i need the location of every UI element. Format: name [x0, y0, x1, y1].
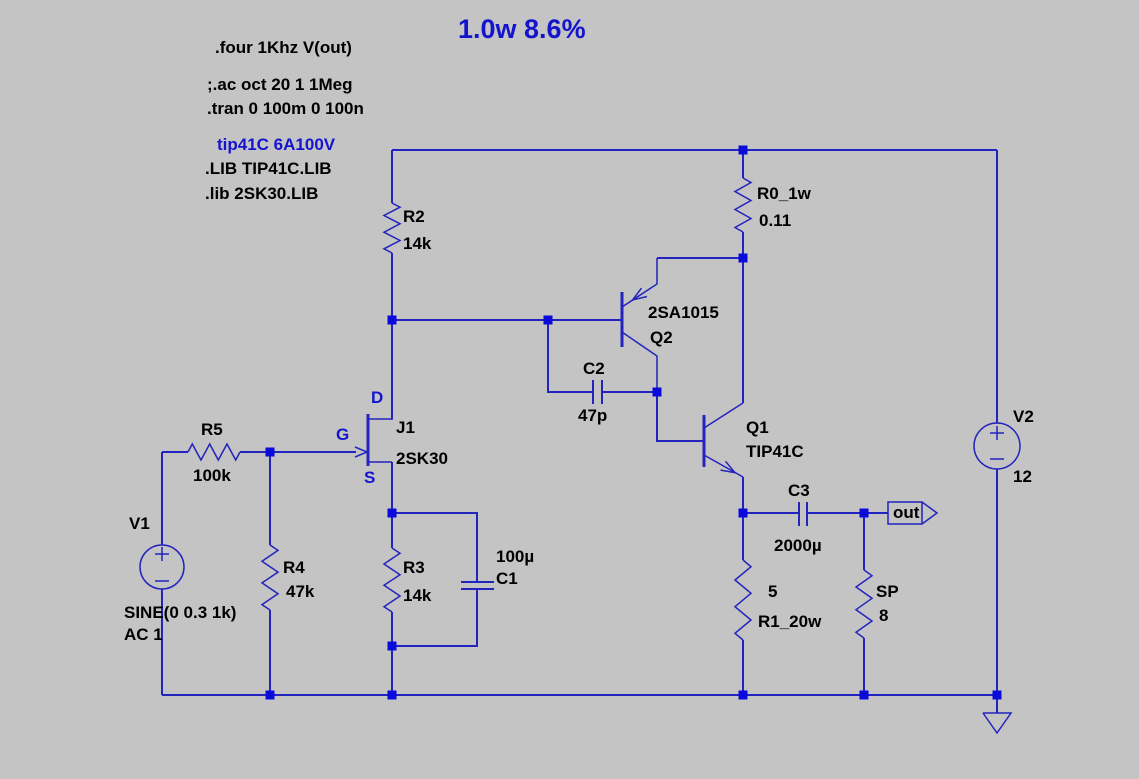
directive-ac[interactable]: ;.ac oct 20 1 1Meg: [207, 75, 353, 94]
ground-symbol[interactable]: [982, 695, 1013, 735]
resistor-r2-symbol[interactable]: [382, 202, 402, 254]
resistor-r1-symbol[interactable]: [733, 559, 753, 641]
q2-type-label[interactable]: 2SA1015: [648, 303, 719, 322]
capacitor-c3-symbol[interactable]: [798, 502, 808, 526]
r5-name-label[interactable]: R5: [201, 420, 223, 439]
c1-value-label[interactable]: 100µ: [496, 547, 535, 566]
r2-value-label[interactable]: 14k: [403, 234, 432, 253]
r1-value-label[interactable]: 5: [768, 582, 778, 601]
directive-lib-tip41c[interactable]: .LIB TIP41C.LIB: [205, 159, 332, 178]
resistor-r0-symbol[interactable]: [733, 177, 753, 233]
c2-name-label[interactable]: C2: [583, 359, 605, 378]
q1-name-label[interactable]: Q1: [746, 418, 769, 437]
sp-name-label[interactable]: SP: [876, 582, 899, 601]
capacitor-c2-symbol[interactable]: [592, 380, 603, 404]
r1-name-label[interactable]: R1_20w: [758, 612, 822, 631]
resistor-r4-symbol[interactable]: [260, 544, 280, 611]
voltage-source-v2-symbol[interactable]: [973, 422, 1021, 470]
j1-name-label[interactable]: J1: [396, 418, 415, 437]
c2-value-label[interactable]: 47p: [578, 406, 608, 425]
r5-value-label[interactable]: 100k: [193, 466, 231, 485]
comment-tip41c[interactable]: tip41C 6A100V: [217, 135, 336, 154]
j1-type-label[interactable]: 2SK30: [396, 449, 448, 468]
v1-value-label[interactable]: SINE(0 0.3 1k): [124, 603, 237, 622]
c1-name-label[interactable]: C1: [496, 569, 518, 588]
c3-value-label[interactable]: 2000µ: [774, 536, 822, 555]
r2-name-label[interactable]: R2: [403, 207, 425, 226]
directive-four[interactable]: .four 1Khz V(out): [215, 38, 352, 57]
v2-name-label[interactable]: V2: [1013, 407, 1034, 426]
r0-name-label[interactable]: R0_1w: [757, 184, 811, 203]
v1-ac-label[interactable]: AC 1: [124, 625, 163, 644]
junction-nodes: [265, 145, 1002, 700]
v2-value-label[interactable]: 12: [1013, 467, 1032, 486]
j1-pin-d-label: D: [371, 388, 384, 407]
directive-lib-2sk30[interactable]: .lib 2SK30.LIB: [205, 184, 319, 203]
transistor-q1-symbol[interactable]: [702, 402, 744, 478]
r3-name-label[interactable]: R3: [403, 558, 425, 577]
c3-name-label[interactable]: C3: [788, 481, 810, 500]
out-port-label[interactable]: out: [893, 503, 920, 522]
r4-name-label[interactable]: R4: [283, 558, 305, 577]
j1-pin-g-label: G: [336, 425, 350, 444]
sp-value-label[interactable]: 8: [879, 606, 889, 625]
annotation-title[interactable]: 1.0w 8.6%: [458, 14, 586, 44]
wires[interactable]: [161, 149, 998, 696]
q2-name-label[interactable]: Q2: [650, 328, 673, 347]
resistor-sp-symbol[interactable]: [854, 569, 874, 639]
r3-value-label[interactable]: 14k: [403, 586, 432, 605]
voltage-source-v1-symbol[interactable]: [139, 544, 185, 590]
jfet-j1-symbol[interactable]: [354, 414, 393, 466]
q1-type-label[interactable]: TIP41C: [746, 442, 804, 461]
j1-pin-s-label: S: [364, 468, 376, 487]
capacitor-c1-symbol[interactable]: [461, 581, 494, 590]
out-port-symbol[interactable]: [887, 501, 939, 525]
r4-value-label[interactable]: 47k: [286, 582, 315, 601]
r0-value-label[interactable]: 0.11: [759, 211, 792, 230]
directive-tran[interactable]: .tran 0 100m 0 100n: [207, 99, 364, 118]
resistor-r3-symbol[interactable]: [382, 547, 402, 613]
transistor-q2-symbol[interactable]: [620, 258, 658, 392]
resistor-r5-symbol[interactable]: [187, 442, 241, 462]
v1-name-label[interactable]: V1: [129, 514, 150, 533]
